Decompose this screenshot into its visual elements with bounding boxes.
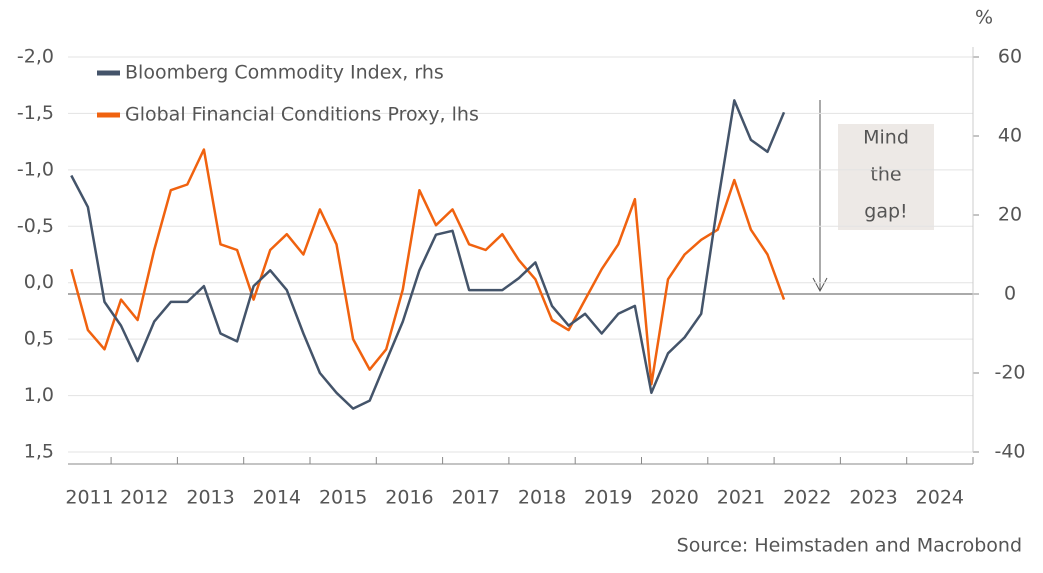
y2-unit: % bbox=[975, 7, 993, 29]
x-tick-label: 2020 bbox=[650, 487, 698, 509]
y-tick-label: 0,0 bbox=[24, 271, 54, 293]
x-tick-label: 2021 bbox=[717, 487, 765, 509]
annotation: gap! bbox=[864, 201, 907, 223]
y-tick-label: 1,0 bbox=[24, 384, 54, 406]
x-tick-label: 2022 bbox=[783, 487, 831, 509]
y2-tick-label: 0 bbox=[1004, 283, 1016, 305]
series-line bbox=[70, 99, 786, 410]
y2-tick-label: -40 bbox=[994, 441, 1025, 463]
y2-tick-label: 20 bbox=[998, 204, 1022, 226]
x-tick-label: 2013 bbox=[186, 487, 234, 509]
source: Source: Heimstaden and Macrobond bbox=[677, 535, 1022, 557]
y-tick-label: 1,5 bbox=[24, 441, 54, 463]
legend-label: Global Financial Conditions Proxy, lhs bbox=[125, 104, 479, 126]
x-tick-label: 2019 bbox=[584, 487, 632, 509]
series-line bbox=[70, 148, 786, 386]
x-tick-label: 2011 bbox=[65, 487, 113, 509]
x-tick-label: 2015 bbox=[319, 487, 367, 509]
y-tick-label: 0,5 bbox=[24, 328, 54, 350]
x-tick-label: 2017 bbox=[452, 487, 500, 509]
x-tick-label: 2018 bbox=[518, 487, 566, 509]
legend-label: Bloomberg Commodity Index, rhs bbox=[125, 62, 444, 84]
y-tick-label: -1,0 bbox=[17, 158, 54, 180]
y2-tick-label: 60 bbox=[998, 46, 1022, 68]
x-tick-label: 2016 bbox=[385, 487, 433, 509]
y2-tick-label: -20 bbox=[994, 362, 1025, 384]
annotation: Mind bbox=[863, 127, 909, 149]
x-tick-label: 2024 bbox=[916, 487, 964, 509]
x-tick-label: 2012 bbox=[120, 487, 168, 509]
x-tick-label: 2023 bbox=[849, 487, 897, 509]
y2-tick-label: 40 bbox=[998, 125, 1022, 147]
y-tick-label: -2,0 bbox=[17, 46, 54, 68]
annotation: the bbox=[870, 164, 901, 186]
y-tick-label: -0,5 bbox=[17, 215, 54, 237]
x-tick-label: 2014 bbox=[253, 487, 301, 509]
y-tick-label: -1,5 bbox=[17, 102, 54, 124]
annotation-box bbox=[838, 124, 934, 230]
